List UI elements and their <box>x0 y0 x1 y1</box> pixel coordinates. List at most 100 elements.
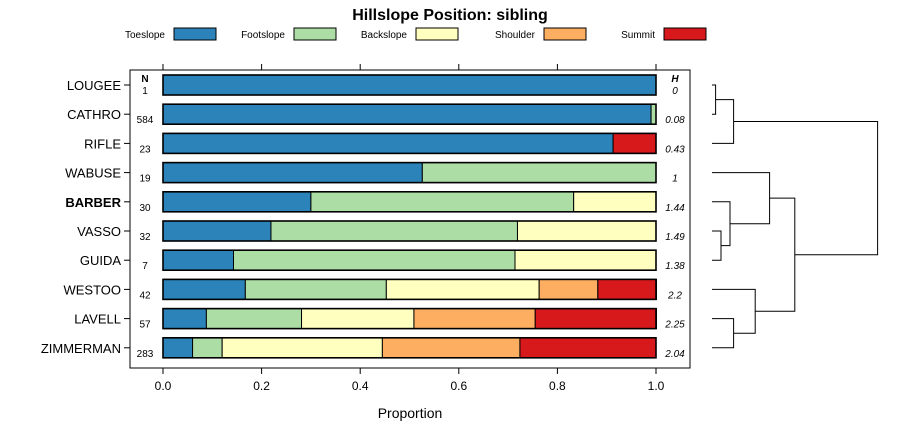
row-label-lougee: LOUGEE <box>67 78 122 93</box>
h-value-lougee: 0 <box>672 86 678 97</box>
bar-outline-lougee <box>162 74 657 96</box>
bar-segment-wabuse-footslope <box>421 162 657 184</box>
dendrogram-branch <box>733 121 879 256</box>
dendrogram-branch <box>712 172 771 225</box>
legend-label-toeslope: Toeslope <box>125 30 165 41</box>
bar-outline-rifle <box>162 132 657 155</box>
bar-outline-wabuse <box>162 161 657 184</box>
bar-segment-zimmerman-toeslope <box>162 337 194 359</box>
n-value-guida: 7 <box>142 261 148 272</box>
bar-outline-cathro <box>162 103 657 125</box>
bar-segment-barber-backslope <box>573 191 657 213</box>
n-value-cathro: 584 <box>137 115 154 126</box>
row-label-westoo: WESTOO <box>63 282 121 297</box>
bar-segment-lavell-footslope <box>205 308 303 330</box>
bar-outline-barber <box>162 191 657 213</box>
bar-segment-lougee-toeslope <box>162 74 657 96</box>
bar-segment-vasso-backslope <box>516 220 657 242</box>
legend-label-backslope: Backslope <box>361 30 408 41</box>
bar-segment-westoo-toeslope <box>162 278 246 300</box>
legend-swatch-toeslope <box>173 27 217 41</box>
row-label-cathro: CATHRO <box>67 107 121 122</box>
n-value-westoo: 42 <box>139 290 151 301</box>
bar-segment-westoo-shoulder <box>538 278 599 300</box>
bar-outline-guida <box>162 249 657 271</box>
n-header: N <box>141 74 148 85</box>
n-value-lavell: 57 <box>139 320 151 331</box>
h-value-westoo: 2.2 <box>667 290 682 301</box>
dendrogram-branch <box>712 84 717 115</box>
bar-segment-lavell-shoulder <box>413 308 536 330</box>
h-value-lavell: 2.25 <box>664 320 685 331</box>
dendrogram-branch <box>712 230 722 261</box>
legend-swatch-backslope <box>415 27 459 41</box>
h-value-cathro: 0.08 <box>665 115 685 126</box>
x-tick-label: 0.8 <box>549 379 566 393</box>
row-label-rifle: RIFLE <box>84 136 121 151</box>
x-tick-label: 0.2 <box>253 379 270 393</box>
dendrogram-branch <box>755 197 796 312</box>
legend-label-summit: Summit <box>621 30 655 41</box>
bar-segment-guida-toeslope <box>162 249 234 271</box>
h-value-guida: 1.38 <box>665 261 685 272</box>
x-tick-label: 0.6 <box>450 379 467 393</box>
bar-outline-lavell <box>162 307 657 330</box>
row-label-guida: GUIDA <box>80 253 122 268</box>
bar-segment-barber-toeslope <box>162 191 312 213</box>
dendrogram-branch <box>712 318 735 349</box>
bar-segment-zimmerman-footslope <box>192 337 223 359</box>
h-value-wabuse: 1 <box>672 174 678 185</box>
n-value-zimmerman: 283 <box>137 349 154 360</box>
bar-segment-lavell-toeslope <box>162 308 207 330</box>
bar-segment-zimmerman-shoulder <box>381 337 521 359</box>
bar-segment-rifle-summit <box>612 132 657 154</box>
bar-segment-cathro-toeslope <box>162 103 652 125</box>
x-tick-label: 0.0 <box>155 379 172 393</box>
legend-label-footslope: Footslope <box>241 30 285 41</box>
plot-frame <box>129 69 691 369</box>
bar-segment-barber-footslope <box>310 191 575 213</box>
dendrogram <box>712 84 879 349</box>
legend-label-shoulder: Shoulder <box>495 30 536 41</box>
row-label-lavell: LAVELL <box>74 312 121 327</box>
x-tick-label: 1.0 <box>648 379 665 393</box>
bar-segment-vasso-toeslope <box>162 220 272 242</box>
bar-segment-westoo-summit <box>597 278 657 300</box>
bar-outline-vasso <box>162 220 657 242</box>
bar-segment-guida-backslope <box>514 249 657 271</box>
row-label-barber: BARBER <box>65 195 121 210</box>
n-value-vasso: 32 <box>139 232 151 243</box>
h-value-barber: 1.44 <box>665 203 685 214</box>
bar-outline-westoo <box>162 278 657 301</box>
h-value-zimmerman: 2.04 <box>664 349 685 360</box>
bar-segment-lavell-backslope <box>301 308 415 330</box>
chart-title: Hillslope Position: sibling <box>352 7 548 24</box>
bar-segment-wabuse-toeslope <box>162 162 423 184</box>
n-value-rifle: 23 <box>139 144 151 155</box>
bar-segment-vasso-footslope <box>270 220 518 242</box>
bar-segment-zimmerman-summit <box>519 337 657 359</box>
row-label-vasso: VASSO <box>77 224 121 239</box>
bar-segment-zimmerman-backslope <box>221 337 383 359</box>
row-label-wabuse: WABUSE <box>65 166 121 181</box>
plot-area: 0.0 0.2 0.4 0.6 0.8 1.0 N H LOUGEE 1 0 CATHRO 584 0.0… <box>41 64 691 393</box>
bar-segment-lavell-summit <box>534 308 657 330</box>
x-tick-label: 0.4 <box>352 379 369 393</box>
bar-segment-rifle-toeslope <box>162 132 614 154</box>
bar-segment-westoo-footslope <box>244 278 387 300</box>
n-value-wabuse: 19 <box>139 174 151 185</box>
row-label-zimmerman: ZIMMERMAN <box>41 341 121 356</box>
bar-segment-westoo-backslope <box>385 278 540 300</box>
n-value-barber: 30 <box>139 203 151 214</box>
bar-segment-guida-footslope <box>232 249 516 271</box>
bar-outline-zimmerman <box>162 336 657 359</box>
h-value-vasso: 1.49 <box>665 232 685 243</box>
legend-swatch-footslope <box>293 27 337 41</box>
h-value-rifle: 0.43 <box>665 144 685 155</box>
h-header: H <box>671 74 679 85</box>
n-value-lougee: 1 <box>142 86 148 97</box>
legend-swatch-summit <box>663 27 707 41</box>
legend-swatch-shoulder <box>543 27 587 41</box>
legend: Toeslope Footslope Backslope Shoulder Summit <box>125 27 707 41</box>
